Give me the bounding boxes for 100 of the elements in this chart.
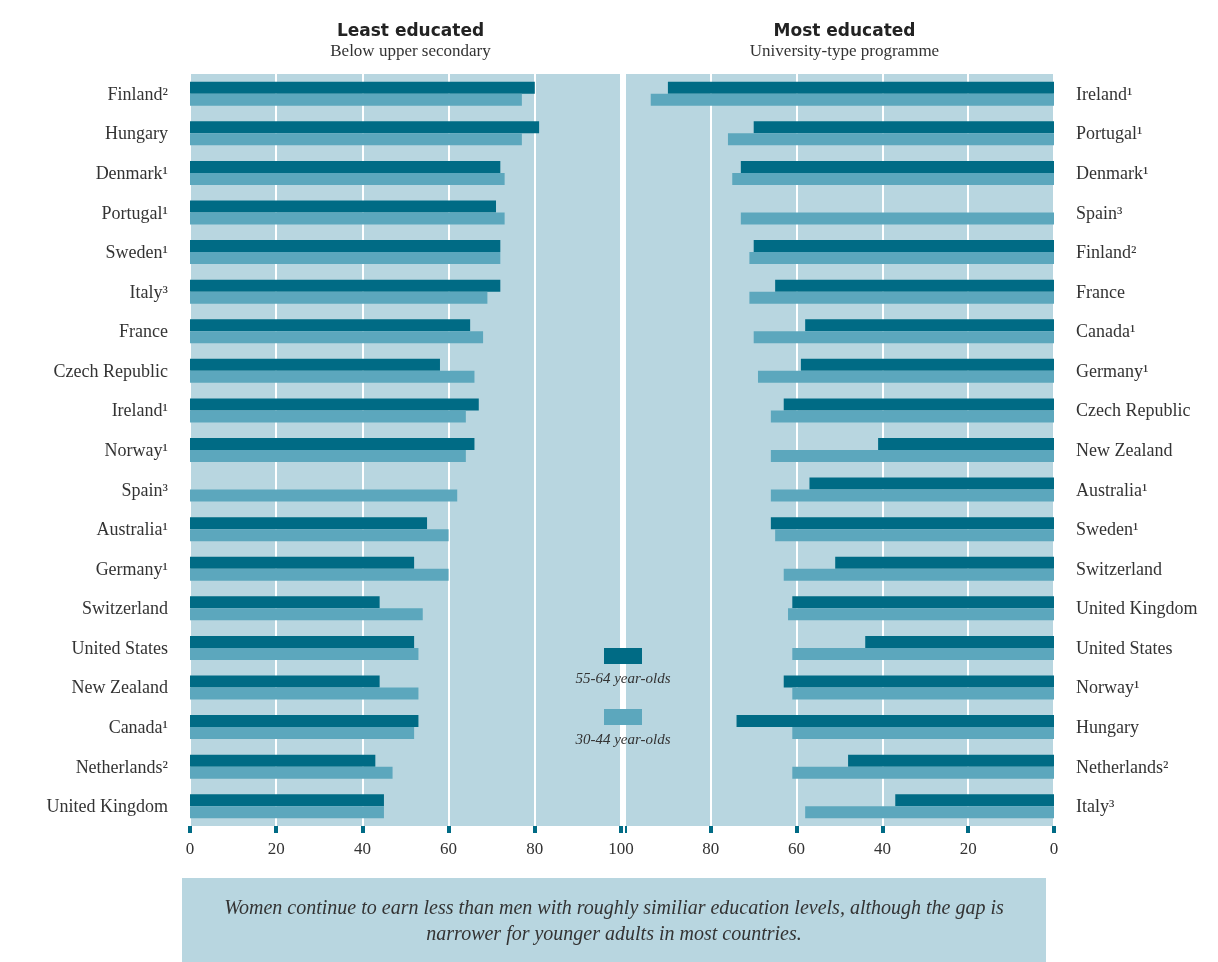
bar bbox=[783, 568, 1054, 581]
y-tick-label: Denmark¹ bbox=[95, 162, 168, 183]
x-tick-label: 40 bbox=[873, 839, 891, 858]
y-tick-label: United States bbox=[71, 637, 168, 658]
y-tick-label: Norway¹ bbox=[1076, 677, 1140, 698]
x-tick-label: 0 bbox=[1049, 839, 1059, 858]
y-tick-label: Finland² bbox=[107, 83, 168, 104]
bar bbox=[190, 252, 501, 265]
bar bbox=[805, 319, 1054, 332]
y-tick-label: Switzerland bbox=[82, 598, 168, 619]
y-tick-label: France bbox=[1076, 281, 1125, 302]
bar bbox=[190, 331, 484, 344]
bar bbox=[190, 596, 380, 609]
y-tick-label: Sweden¹ bbox=[105, 242, 168, 263]
bar bbox=[650, 93, 1054, 106]
bar bbox=[190, 133, 522, 146]
bar bbox=[775, 529, 1054, 542]
y-tick-label: Ireland¹ bbox=[111, 400, 168, 421]
bar bbox=[190, 212, 505, 225]
bar bbox=[190, 489, 458, 502]
bar bbox=[190, 568, 449, 581]
bar bbox=[740, 212, 1054, 225]
bar bbox=[783, 675, 1054, 688]
bar bbox=[190, 794, 384, 807]
y-tick-label: Denmark¹ bbox=[1076, 162, 1149, 183]
bar bbox=[895, 794, 1054, 807]
bar bbox=[783, 398, 1054, 411]
x-tick-label: 40 bbox=[353, 839, 371, 858]
x-tick-label: 20 bbox=[267, 839, 285, 858]
x-tick-label: 0 bbox=[185, 839, 195, 858]
bar bbox=[848, 754, 1054, 767]
bar bbox=[190, 200, 497, 213]
legend-label: 30-44 year-olds bbox=[575, 731, 671, 748]
bar bbox=[770, 517, 1054, 530]
y-tick-label: Czech Republic bbox=[53, 360, 168, 381]
y-tick-label: Finland² bbox=[1076, 242, 1137, 263]
bar bbox=[190, 358, 440, 371]
x-tick-label: 100 bbox=[608, 839, 634, 858]
y-tick-label: Czech Republic bbox=[1076, 400, 1191, 421]
bar bbox=[190, 806, 384, 819]
y-tick-label: United States bbox=[1076, 637, 1173, 658]
bar bbox=[727, 133, 1054, 146]
bar bbox=[190, 121, 540, 134]
y-tick-label: Australia¹ bbox=[96, 519, 168, 540]
bar bbox=[770, 489, 1054, 502]
bar bbox=[809, 477, 1054, 490]
y-tick-label: Italy³ bbox=[1076, 796, 1115, 817]
y-tick-label: Germany¹ bbox=[95, 558, 168, 579]
bar bbox=[753, 331, 1054, 344]
y-tick-label: United Kingdom bbox=[1076, 598, 1198, 619]
bar bbox=[190, 608, 423, 621]
y-tick-label: Germany¹ bbox=[1076, 360, 1149, 381]
chart-title: Least educated bbox=[336, 19, 485, 40]
bar bbox=[788, 608, 1054, 621]
y-tick-label: Switzerland bbox=[1076, 558, 1162, 579]
chart-title: Most educated bbox=[773, 19, 916, 40]
bar bbox=[190, 647, 419, 660]
text: Women continue to earn less than men with roughly similiar education levels, although the gap is narrower for younger adults in most countries. bbox=[223, 895, 1005, 946]
bar bbox=[835, 556, 1054, 569]
y-tick-label: Netherlands² bbox=[75, 756, 168, 777]
bar bbox=[190, 279, 501, 292]
y-tick-label: Portugal¹ bbox=[101, 202, 168, 223]
y-tick-label: New Zealand bbox=[71, 677, 168, 698]
bar bbox=[865, 635, 1054, 648]
bar bbox=[190, 517, 428, 530]
x-tick-label: 80 bbox=[702, 839, 720, 858]
bar bbox=[770, 410, 1054, 423]
legend-label: 55-64 year-olds bbox=[575, 670, 671, 687]
bar bbox=[190, 635, 415, 648]
bar bbox=[792, 596, 1054, 609]
bar bbox=[190, 529, 449, 542]
bar bbox=[190, 160, 501, 173]
y-tick-label: New Zealand bbox=[1076, 440, 1173, 460]
y-tick-label: Canada¹ bbox=[1076, 321, 1136, 342]
x-tick-label: 80 bbox=[526, 839, 544, 858]
bar bbox=[190, 370, 475, 383]
y-tick-label: Sweden¹ bbox=[1076, 519, 1139, 540]
bar bbox=[805, 806, 1054, 819]
y-tick-label: Spain³ bbox=[121, 479, 169, 500]
bar bbox=[190, 766, 393, 779]
y-tick-label: Australia¹ bbox=[1076, 479, 1148, 500]
bar bbox=[749, 291, 1054, 304]
bar bbox=[792, 687, 1054, 700]
y-tick-label: Italy³ bbox=[129, 281, 169, 302]
x-tick-label: 20 bbox=[959, 839, 977, 858]
y-tick-label: Ireland¹ bbox=[1076, 83, 1133, 104]
bar bbox=[190, 556, 415, 569]
bar bbox=[190, 675, 380, 688]
y-tick-label: Netherlands² bbox=[1076, 756, 1169, 777]
bar bbox=[190, 727, 415, 740]
bar bbox=[736, 715, 1054, 728]
bar bbox=[732, 172, 1054, 185]
bar bbox=[792, 727, 1054, 740]
bar bbox=[190, 81, 535, 94]
bar bbox=[770, 450, 1054, 462]
bar bbox=[190, 438, 475, 450]
bar bbox=[190, 319, 471, 332]
bar bbox=[792, 647, 1054, 660]
bar bbox=[190, 240, 501, 253]
x-tick-label: 60 bbox=[440, 839, 458, 858]
